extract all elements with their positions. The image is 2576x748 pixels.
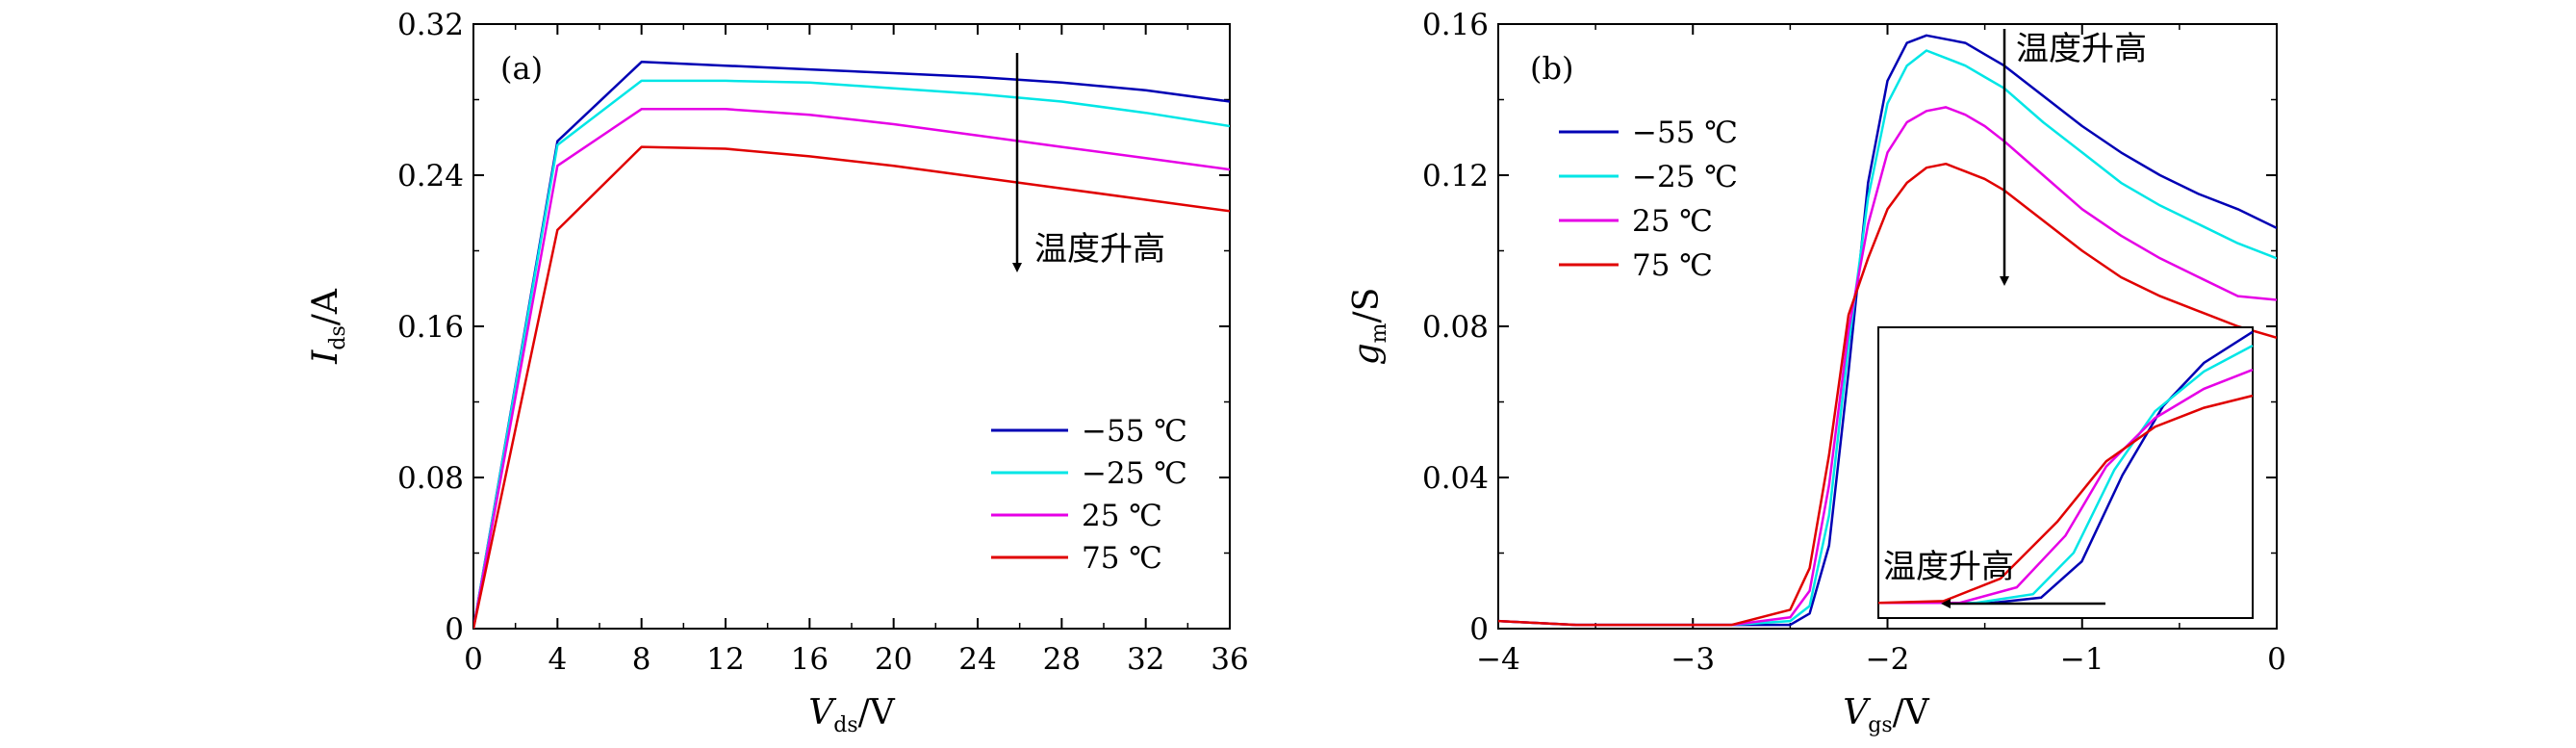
panel-b-xlabel: Vgs/V <box>1843 693 1930 737</box>
panel-b-annotation: 温度升高 <box>2016 30 2147 68</box>
inset-series-line-3 <box>1877 394 2254 605</box>
legend-label: 25 ℃ <box>1082 499 1162 533</box>
y-tick-label: 0.08 <box>397 461 464 496</box>
legend-label: −55 ℃ <box>1632 116 1738 150</box>
panel-a: 0 4 8 12 16 20 24 28 32 36 0 0.08 0.16 0.24 0.32 (a) 温… <box>306 8 1249 737</box>
panel-b: −4 −3 −2 −1 0 0 0.04 0.08 0.12 0.16 (b) 温度升高 −55 … <box>1347 8 2286 737</box>
x-tick-label: −1 <box>2060 642 2104 677</box>
panel-b-series <box>1498 34 2277 627</box>
y-tick-label: 0 <box>1469 612 1489 647</box>
legend-label: 75 ℃ <box>1082 541 1162 576</box>
series-line-3 <box>473 145 1230 629</box>
x-tick-label: −4 <box>1476 642 1520 677</box>
y-tick-label: 0.08 <box>1422 310 1489 345</box>
panel-b-ylabel: gm/S <box>1347 288 1391 366</box>
y-tick-label: 0.16 <box>397 310 464 345</box>
y-tick-label: 0.24 <box>397 159 464 193</box>
legend-label: −25 ℃ <box>1082 456 1187 491</box>
y-tick-label: 0.16 <box>1422 8 1489 42</box>
panel-a-xlabel: Vds/V <box>808 693 896 737</box>
inset-series <box>1877 330 2254 605</box>
x-tick-label: −3 <box>1671 642 1715 677</box>
inset-series-line-1 <box>1878 344 2254 605</box>
y-tick-label: 0.04 <box>1422 461 1489 496</box>
legend-label: 75 ℃ <box>1632 248 1713 283</box>
x-tick-label: −2 <box>1866 642 1910 677</box>
panel-a-label: (a) <box>500 50 543 87</box>
inset-series-line-2 <box>1878 368 2254 605</box>
x-tick-label: 20 <box>875 642 912 677</box>
x-tick-label: 4 <box>548 642 567 677</box>
x-tick-label: 36 <box>1211 642 1248 677</box>
x-tick-label: 8 <box>632 642 651 677</box>
x-tick-label: 16 <box>791 642 829 677</box>
inset-annotation: 温度升高 <box>1883 548 2014 586</box>
panel-b-label: (b) <box>1530 50 1573 87</box>
panel-a-ylabel: Ids/A <box>306 288 350 365</box>
panel-b-ticks: −4 −3 −2 −1 0 0 0.04 0.08 0.12 0.16 <box>1422 8 2286 677</box>
x-tick-label: 32 <box>1127 642 1164 677</box>
series-line-1 <box>1498 49 2277 627</box>
panel-b-inset: 温度升高 <box>1877 326 2254 619</box>
series-line-0 <box>1498 34 2277 627</box>
series-line-1 <box>473 79 1230 629</box>
panel-a-annotation: 温度升高 <box>1034 230 1165 269</box>
x-tick-label: 24 <box>958 642 996 677</box>
x-tick-label: 0 <box>464 642 483 677</box>
legend-label: 25 ℃ <box>1632 204 1713 239</box>
series-line-2 <box>473 108 1230 629</box>
panel-a-ticks: 0 4 8 12 16 20 24 28 32 36 0 0.08 0.16 0.24 0.32 <box>397 8 1249 677</box>
y-tick-label: 0.32 <box>397 8 464 42</box>
legend-label: −25 ℃ <box>1632 160 1738 194</box>
series-line-0 <box>473 61 1230 629</box>
panel-a-series <box>473 61 1230 629</box>
x-tick-label: 12 <box>706 642 744 677</box>
series-line-2 <box>1498 106 2277 627</box>
y-tick-label: 0 <box>445 612 464 647</box>
x-tick-label: 28 <box>1043 642 1081 677</box>
legend-label: −55 ℃ <box>1082 414 1187 449</box>
panel-a-legend: −55 ℃ −25 ℃ 25 ℃ 75 ℃ <box>991 414 1187 576</box>
inset-series-line-0 <box>1878 330 2254 605</box>
panel-b-legend: −55 ℃ −25 ℃ 25 ℃ 75 ℃ <box>1559 116 1738 283</box>
series-line-3 <box>1498 162 2277 627</box>
y-tick-label: 0.12 <box>1422 159 1489 193</box>
x-tick-label: 0 <box>2267 642 2286 677</box>
